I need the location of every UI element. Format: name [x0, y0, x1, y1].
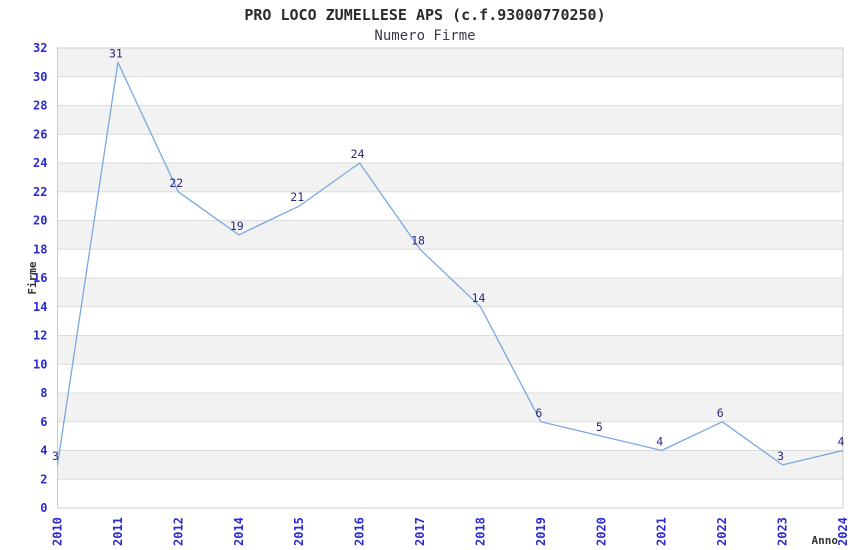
- point-label: 18: [411, 233, 425, 247]
- chart-subtitle: Numero Firme: [374, 28, 476, 44]
- x-tick-label: 2017: [413, 517, 427, 546]
- point-label: 14: [472, 291, 486, 305]
- y-tick-label: 12: [33, 329, 47, 343]
- y-tick-label: 0: [40, 501, 47, 515]
- y-tick-label: 28: [33, 99, 47, 113]
- point-label: 6: [535, 406, 542, 420]
- x-axis-ticks: 2010 2011 2012 2014 2015 2016 2017 2018 2019 2020…: [51, 517, 850, 546]
- y-tick-label: 26: [33, 127, 47, 141]
- x-tick-label: 2011: [111, 517, 125, 546]
- y-tick-label: 14: [33, 300, 47, 314]
- y-tick-label: 18: [33, 242, 47, 256]
- y-tick-label: 2: [40, 472, 47, 486]
- point-label: 6: [717, 406, 724, 420]
- point-labels: 3 31 22 19 21 24 18 14 6 5 4 6 3 4: [52, 46, 845, 463]
- x-tick-label: 2020: [594, 517, 608, 546]
- point-label: 4: [656, 435, 663, 449]
- point-label: 31: [109, 46, 123, 60]
- data-line: [56, 61, 844, 466]
- y-tick-label: 16: [33, 271, 47, 285]
- point-label: 5: [596, 420, 603, 434]
- y-tick-label: 20: [33, 214, 47, 228]
- y-tick-label: 30: [33, 70, 47, 84]
- x-tick-label: 2016: [353, 517, 367, 546]
- y-tick-label: 32: [33, 41, 47, 55]
- chart-title: PRO LOCO ZUMELLESE APS (c.f.93000770250): [244, 6, 606, 24]
- x-tick-label: 2018: [474, 517, 488, 546]
- point-label: 4: [838, 435, 845, 449]
- point-label: 3: [777, 449, 784, 463]
- point-label: 22: [169, 176, 183, 190]
- x-axis-label: Anno: [812, 534, 839, 547]
- y-tick-label: 4: [40, 444, 47, 458]
- x-tick-label: 2012: [171, 517, 185, 546]
- point-label: 24: [351, 147, 365, 161]
- x-tick-label: 2021: [655, 517, 669, 546]
- x-tick-label: 2014: [232, 517, 246, 546]
- point-label: 3: [52, 449, 59, 463]
- point-label: 19: [230, 219, 244, 233]
- point-label: 21: [290, 190, 304, 204]
- x-tick-label: 2015: [292, 517, 306, 546]
- background-bands: [57, 48, 843, 508]
- x-tick-label: 2024: [836, 517, 850, 546]
- y-tick-label: 8: [40, 386, 47, 400]
- y-tick-label: 6: [40, 415, 47, 429]
- plot-frame: [57, 47, 844, 509]
- x-tick-label: 2022: [715, 517, 729, 546]
- y-tick-label: 22: [33, 185, 47, 199]
- x-tick-label: 2010: [51, 517, 65, 546]
- y-tick-label: 10: [33, 357, 47, 371]
- y-axis-label: Firme: [26, 261, 39, 294]
- x-tick-label: 2019: [534, 517, 548, 546]
- y-tick-label: 24: [33, 156, 47, 170]
- x-tick-label: 2023: [776, 517, 790, 546]
